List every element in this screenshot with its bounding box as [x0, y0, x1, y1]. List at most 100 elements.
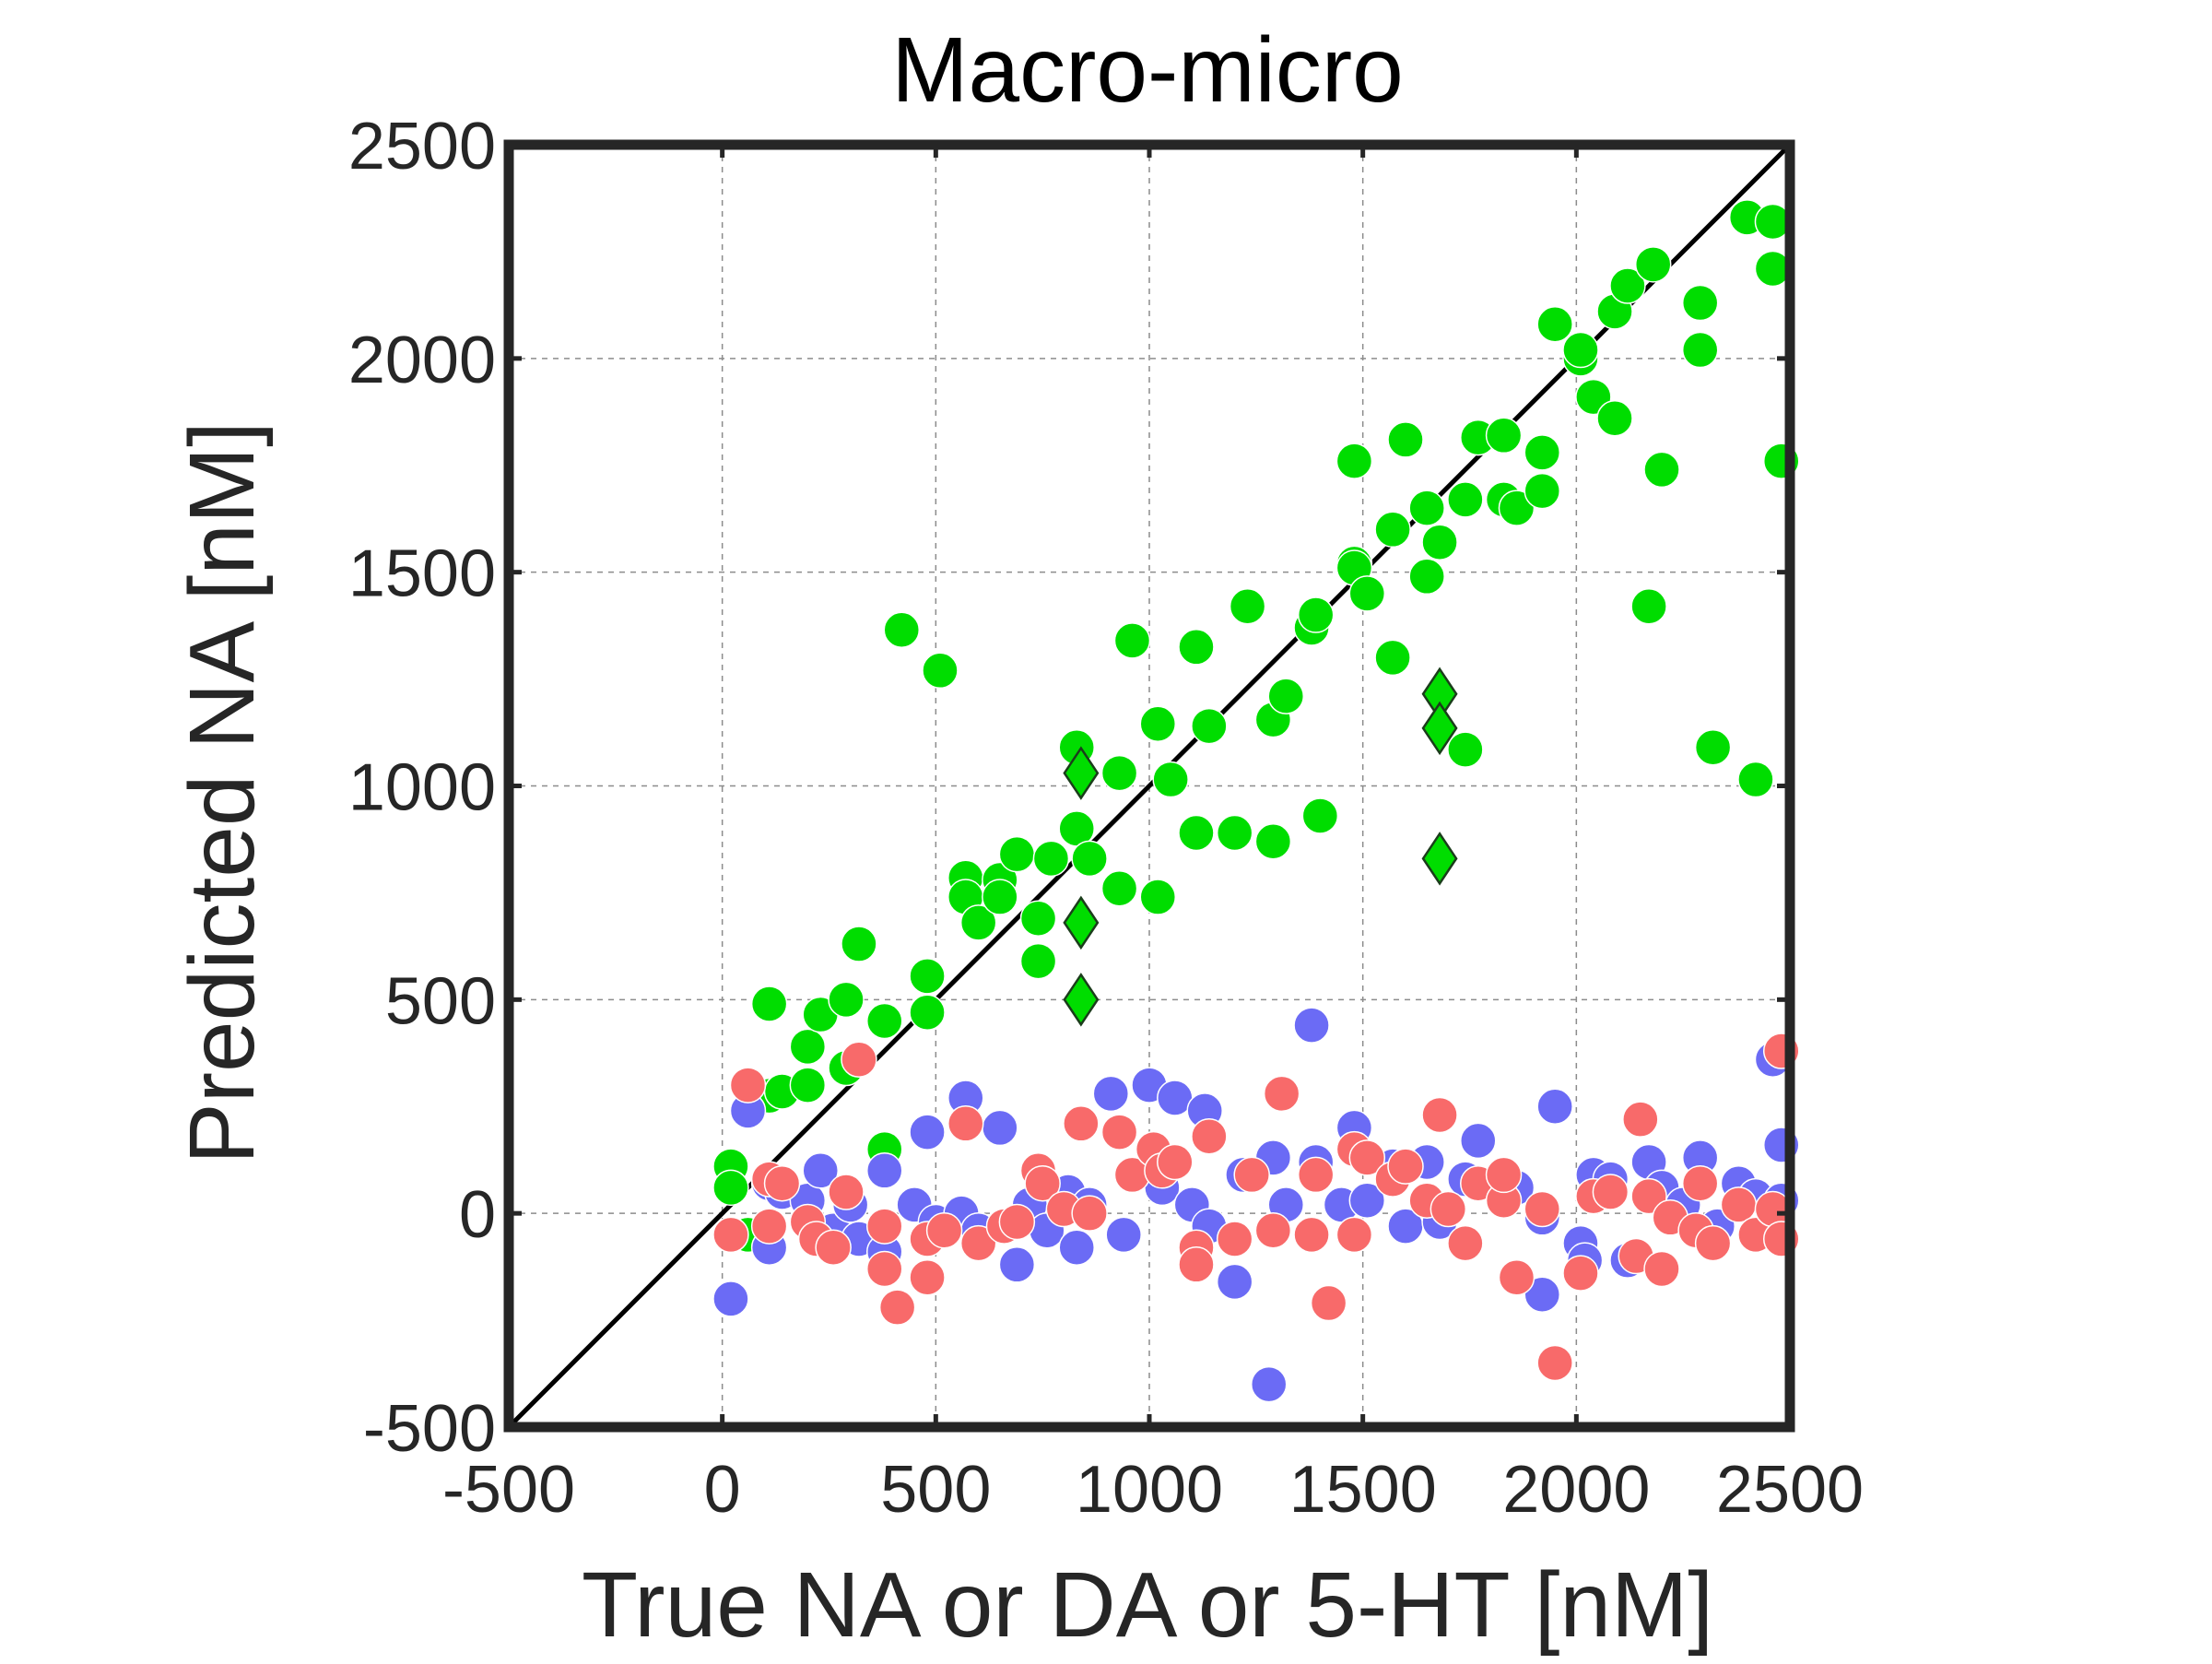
data-point-diamond: [1421, 701, 1458, 756]
data-point: [1694, 1224, 1732, 1262]
data-point-diamond: [1063, 973, 1100, 1027]
data-point: [1562, 331, 1599, 369]
data-point: [1524, 472, 1561, 510]
data-point: [712, 1216, 749, 1254]
data-point: [1562, 1255, 1599, 1292]
data-point: [1263, 1075, 1300, 1113]
data-point: [1720, 1186, 1758, 1223]
data-point: [1596, 399, 1633, 437]
data-point-diamond: [1063, 895, 1100, 950]
x-tick-label: 1000: [1076, 1453, 1223, 1527]
data-point: [1100, 1114, 1138, 1151]
data-point: [1694, 729, 1732, 766]
y-tick-label: -500: [363, 1392, 496, 1466]
x-tick-label: 0: [704, 1453, 741, 1527]
data-point: [1335, 443, 1373, 479]
data-point: [998, 835, 1036, 873]
data-point: [1430, 1190, 1467, 1228]
data-point: [959, 904, 997, 941]
data-point: [789, 1028, 827, 1066]
data-point: [750, 985, 788, 1022]
data-point: [1019, 942, 1057, 980]
x-tick-label: 1500: [1289, 1453, 1437, 1527]
data-point: [1157, 1143, 1194, 1181]
data-point: [1216, 814, 1253, 852]
x-tick-label: -500: [442, 1453, 575, 1527]
data-point: [1460, 1122, 1497, 1160]
data-point: [1498, 1258, 1535, 1296]
data-point: [1297, 596, 1335, 633]
x-tick-label: 2500: [1716, 1453, 1864, 1527]
data-point: [1063, 1105, 1100, 1142]
data-point: [1634, 246, 1672, 283]
data-point: [922, 652, 959, 690]
data-point: [1297, 1156, 1335, 1194]
data-point: [1267, 678, 1305, 714]
data-point: [1630, 588, 1667, 625]
data-point: [998, 1246, 1036, 1283]
data-point: [1536, 1088, 1573, 1125]
y-tick-label: 2000: [348, 324, 496, 397]
data-point: [1524, 434, 1561, 471]
data-point: [909, 1114, 946, 1151]
data-point: [1310, 1284, 1347, 1322]
data-point: [1408, 490, 1445, 526]
data-point: [1216, 1221, 1253, 1257]
data-point: [1447, 731, 1484, 768]
plot-area: -500 0 500 1000 1500 2000 2500 -500 0 500 1000 1500…: [348, 110, 1864, 1527]
data-point: [1622, 1101, 1659, 1138]
data-point: [1447, 481, 1484, 518]
data-point: [1139, 705, 1177, 743]
data-point: [789, 1067, 827, 1103]
data-point: [1178, 1246, 1215, 1283]
data-point: [1229, 588, 1266, 625]
data-point: [1387, 1148, 1424, 1185]
y-tick-label: 500: [385, 964, 496, 1038]
y-tick-label: 0: [459, 1178, 496, 1252]
data-point: [1408, 558, 1445, 596]
data-point: [1105, 1216, 1142, 1254]
data-point: [1019, 900, 1057, 937]
x-axis-label: True NA or DA or 5-HT [nM]: [582, 1553, 1713, 1657]
x-tick-label: 2000: [1502, 1453, 1650, 1527]
data-point: [1374, 511, 1411, 549]
data-point: [763, 1164, 801, 1202]
data-point: [1191, 707, 1228, 745]
data-point: [841, 926, 877, 962]
data-point: [1293, 1007, 1330, 1044]
data-point: [1301, 797, 1339, 834]
data-point: [1643, 1250, 1680, 1288]
x-tick-label: 500: [880, 1453, 991, 1527]
data-point: [1071, 840, 1108, 878]
data-point: [712, 1280, 749, 1317]
data-point: [865, 1250, 903, 1288]
data-point: [1681, 1164, 1719, 1202]
data-point: [1293, 1216, 1330, 1254]
data-point: [1139, 879, 1177, 915]
data-point: [998, 1203, 1036, 1241]
data-point: [1100, 754, 1138, 792]
data-point: [1100, 870, 1138, 907]
data-point: [909, 958, 946, 995]
data-point: [1421, 524, 1458, 561]
data-point: [1191, 1117, 1228, 1155]
data-point: [1254, 1211, 1292, 1249]
data-point: [1178, 814, 1215, 852]
data-point: [909, 994, 946, 1031]
data-point: [1058, 1229, 1095, 1267]
data-point: [1737, 761, 1774, 798]
data-point: [1681, 284, 1719, 322]
data-point: [1348, 1182, 1386, 1220]
data-point: [982, 879, 1018, 915]
data-point: [1485, 417, 1523, 454]
data-point: [878, 1289, 916, 1326]
data-point: [1609, 267, 1646, 304]
y-tick-label: 1500: [348, 537, 496, 611]
data-point: [1178, 629, 1215, 666]
data-point: [712, 1169, 749, 1207]
data-point: [947, 1105, 984, 1142]
data-point: [1032, 840, 1070, 878]
data-point: [1113, 622, 1151, 659]
